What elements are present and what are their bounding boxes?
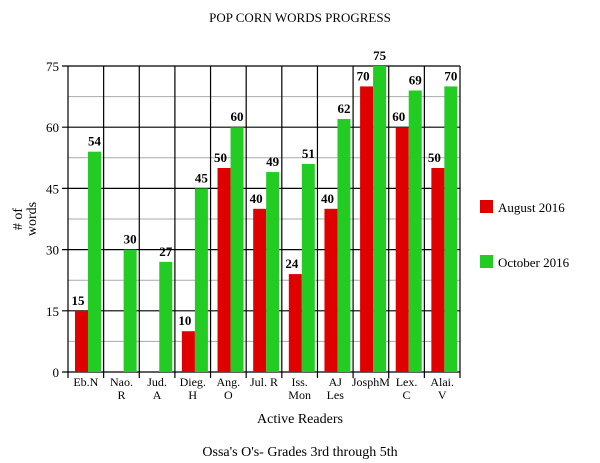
x-tick-label: Ang. [217,375,241,389]
bar-august [217,168,231,372]
bar-october [88,151,101,372]
x-tick-label: V [438,388,447,402]
data-label: 60 [392,109,405,124]
data-label: 60 [231,109,244,124]
data-label: 45 [195,170,209,185]
data-label: 75 [373,48,387,63]
bar-october [194,188,208,372]
x-tick-label: Lex. [396,375,418,389]
bar-october [123,249,137,372]
data-label: 51 [302,146,315,161]
bar-august [181,331,195,372]
bar-august [395,127,409,372]
x-tick-label: Jud. [147,375,167,389]
bar-october [337,119,351,372]
data-label: 30 [124,232,137,247]
data-label: 49 [266,154,280,169]
y-tick-label: 45 [46,181,59,196]
y-axis-label: # of [11,208,26,231]
x-tick-label: Jul. R [250,375,278,389]
x-tick-label: H [188,388,197,402]
legend-label: August 2016 [498,200,565,215]
y-tick-label: 0 [53,365,60,380]
chart-subtitle: Ossa's O's- Grades 3rd through 5th [202,445,397,460]
x-tick-label: R [117,388,125,402]
x-tick-label: Les [327,388,345,402]
x-tick-label: JosphM [352,375,390,389]
x-tick-label: AJ [329,375,343,389]
data-label: 54 [88,134,102,149]
y-tick-label: 60 [46,120,59,135]
bar-august [324,208,338,372]
x-tick-label: Dieg. [180,375,206,389]
bar-august [75,310,88,372]
bar-august [431,168,445,372]
data-label: 24 [285,256,299,271]
data-label: 10 [178,313,191,328]
bar-august [360,86,374,373]
x-tick-label: Alai. [430,375,454,389]
data-label: 50 [428,150,441,165]
x-tick-label: A [153,388,162,402]
bar-august [253,208,267,372]
legend-swatch [480,200,493,213]
x-tick-label: Eb.N [73,375,98,389]
data-label: 50 [214,150,227,165]
bar-october [301,163,315,372]
y-tick-label: 15 [46,304,59,319]
data-label: 69 [409,72,423,87]
chart-title: POP CORN WORDS PROGRESS [209,10,391,25]
legend-label: October 2016 [498,255,570,270]
data-label: 27 [159,244,173,259]
x-tick-label: Mon [288,388,311,402]
data-label: 40 [250,191,263,206]
bar-october [159,261,173,372]
legend-swatch [480,255,493,268]
bar-october [373,66,387,372]
bar-october [230,127,244,372]
bar-october [408,90,422,372]
data-label: 70 [444,68,457,83]
data-label: 15 [72,293,86,308]
y-tick-label: 30 [46,243,59,258]
data-label: 62 [337,101,350,116]
data-label: 70 [357,68,370,83]
y-axis-label: words [25,202,40,236]
x-tick-label: Iss. [291,375,307,389]
bar-october [444,86,458,373]
x-tick-label: Nao. [110,375,133,389]
x-tick-label: O [224,388,233,402]
bar-october [266,172,280,372]
x-tick-label: C [403,388,411,402]
data-label: 40 [321,191,334,206]
bar-august [288,274,302,372]
y-tick-label: 75 [46,59,59,74]
x-axis-label: Active Readers [257,412,343,427]
